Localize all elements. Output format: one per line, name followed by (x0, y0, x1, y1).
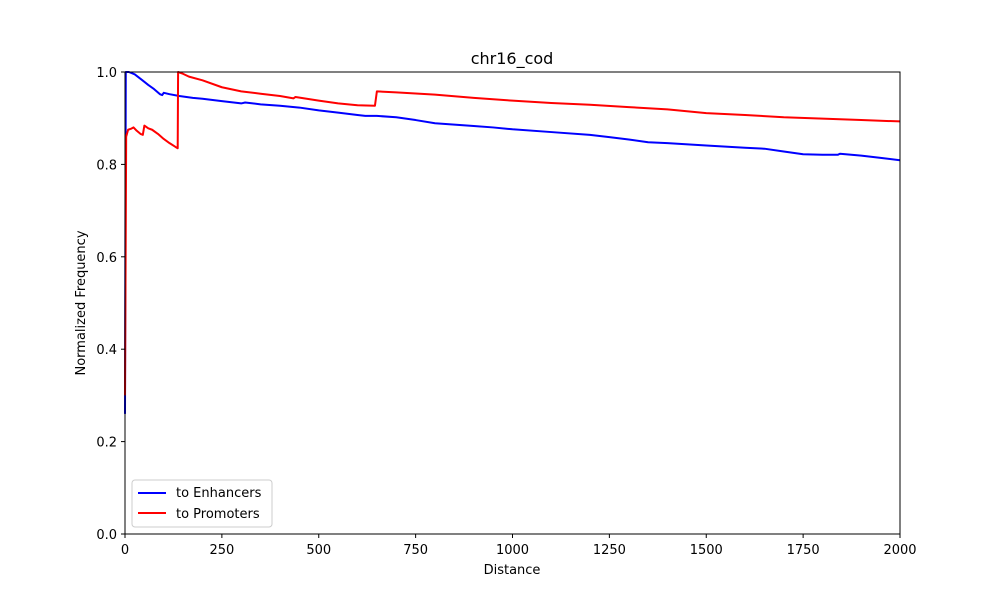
x-axis-label: Distance (484, 563, 541, 578)
y-tick-label: 0.4 (96, 343, 117, 358)
y-tick-label: 1.0 (96, 66, 117, 81)
plot-frame (124, 71, 901, 535)
x-tick-label: 750 (403, 543, 428, 558)
x-axis-ticks: 0 250 500 750 1000 1250 1500 1750 2000 (121, 534, 917, 558)
x-tick-label: 1750 (787, 543, 820, 558)
y-tick-label: 0.0 (96, 528, 117, 543)
x-tick-label: 250 (209, 543, 234, 558)
legend-box (131, 479, 273, 528)
series-line-promoters (124, 71, 901, 396)
x-tick-label: 2000 (883, 543, 916, 558)
x-tick-label: 500 (306, 543, 331, 558)
x-tick-label: 1500 (690, 543, 723, 558)
y-axis-label: Normalized Frequency (74, 230, 89, 375)
legend-label-promoters: to Promoters (176, 507, 260, 522)
y-tick-label: 0.6 (96, 251, 117, 266)
chart-title: chr16_cod (471, 49, 554, 69)
y-tick-label: 0.2 (96, 436, 117, 451)
x-tick-label: 1250 (593, 543, 626, 558)
y-tick-label: 0.8 (96, 158, 117, 173)
series-line-enhancers (124, 71, 901, 414)
y-axis-ticks: 0.0 0.2 0.4 0.6 0.8 1.0 (96, 66, 125, 543)
legend-label-enhancers: to Enhancers (176, 486, 262, 501)
x-tick-label: 1000 (496, 543, 529, 558)
series-layer (124, 71, 901, 414)
legend: to Enhancers to Promoters (131, 479, 273, 528)
x-tick-label: 0 (121, 543, 129, 558)
